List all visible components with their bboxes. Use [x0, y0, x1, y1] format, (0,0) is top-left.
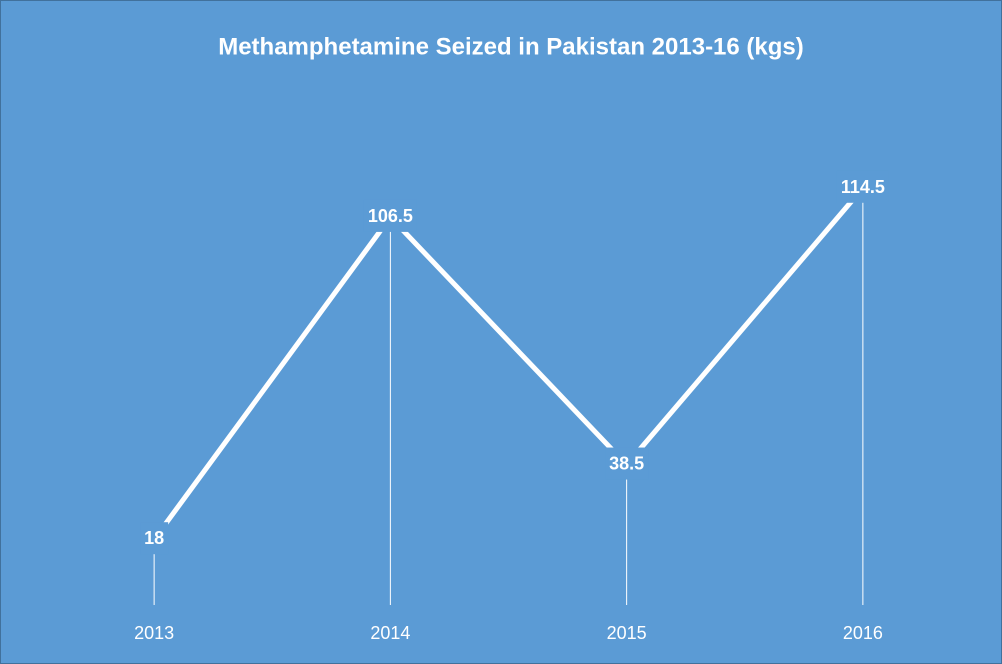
x-tick-label: 2015: [607, 623, 647, 643]
line: [152, 186, 865, 541]
data-label-background: [363, 199, 417, 232]
data-label: 18: [144, 528, 164, 548]
data-label-background: [140, 522, 169, 555]
x-tick-label: 2016: [843, 623, 883, 643]
chart-title: Methamphetamine Seized in Pakistan 2013-…: [218, 33, 804, 60]
x-tick-label: 2014: [370, 623, 410, 643]
data-label: 106.5: [368, 206, 413, 226]
x-tick-label: 2013: [134, 623, 174, 643]
data-label-background: [836, 170, 889, 203]
data-label: 114.5: [841, 177, 885, 197]
data-label-background: [605, 447, 649, 480]
data-label: 38.5: [609, 454, 644, 474]
